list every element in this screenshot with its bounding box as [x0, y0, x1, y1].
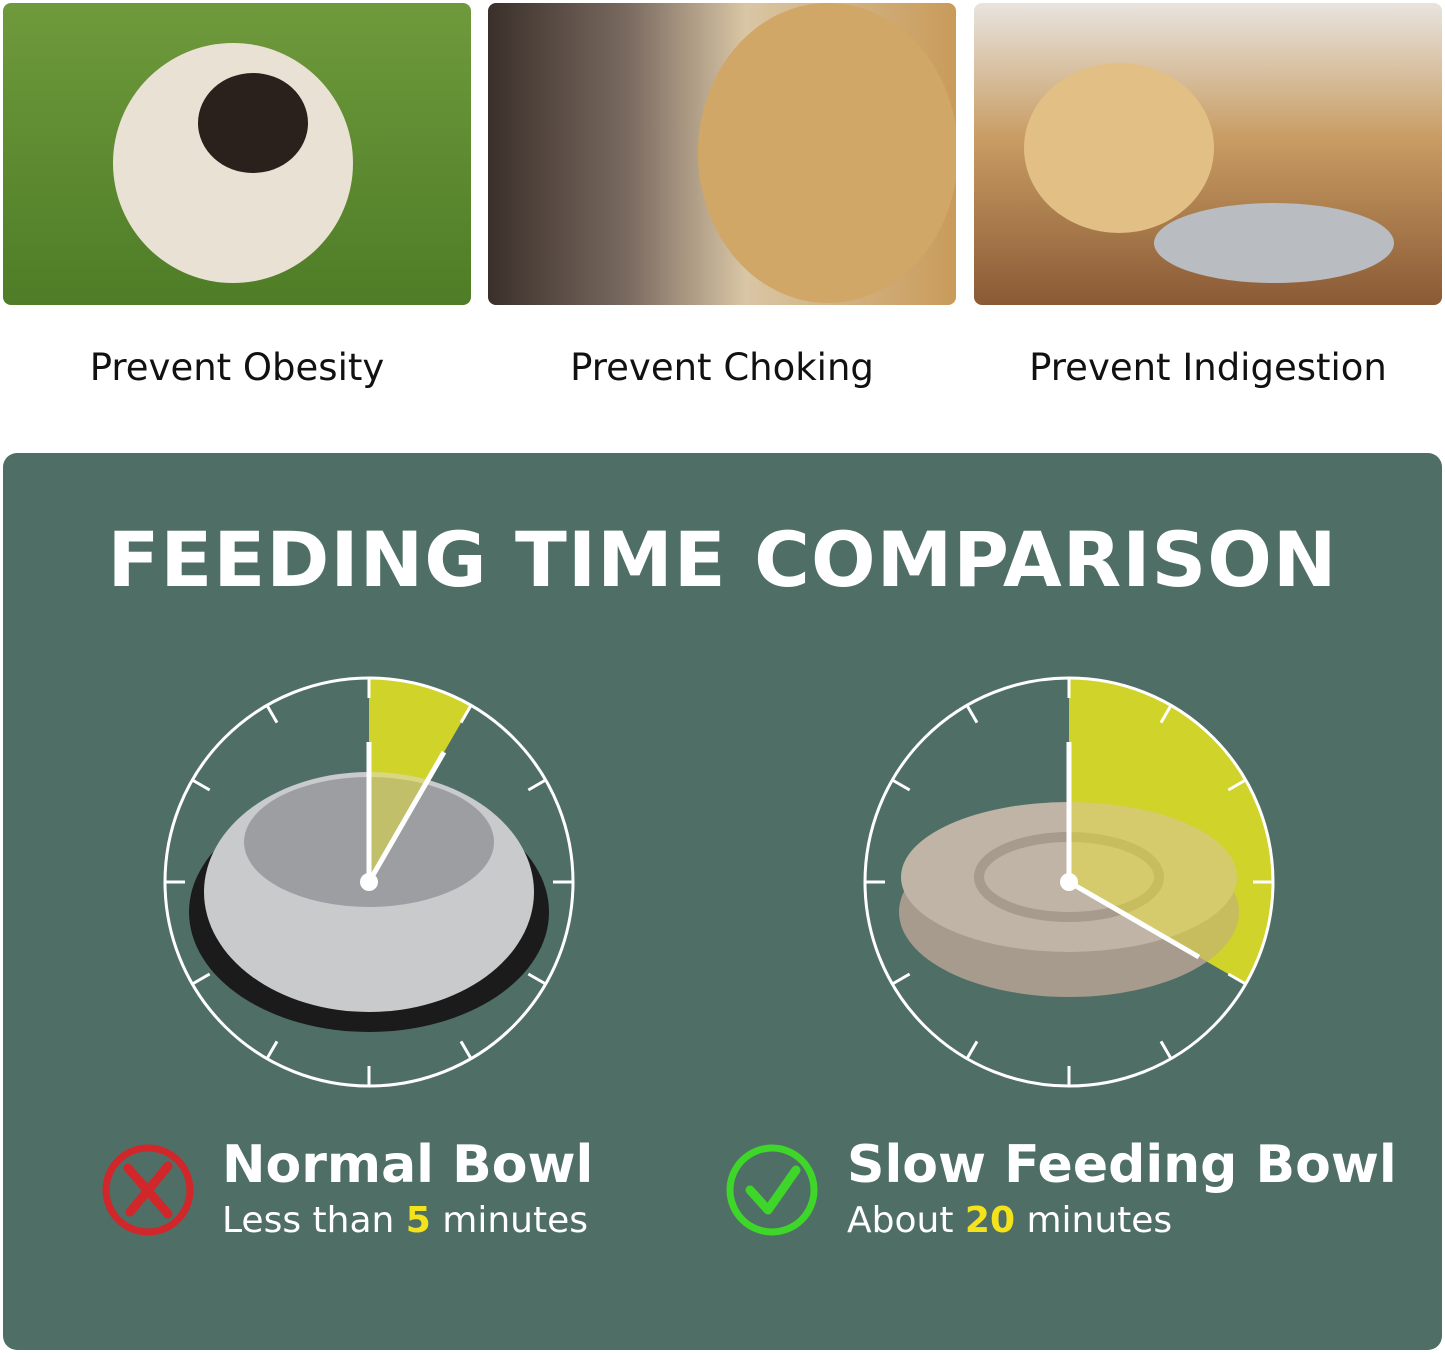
dial-tick: [527, 778, 547, 792]
time-prefix: Less than: [222, 1200, 406, 1241]
dial-tick: [891, 972, 911, 986]
pug-photo: [3, 3, 471, 305]
dial-tick: [1227, 972, 1247, 986]
check-circle-icon: [726, 1144, 818, 1236]
minute-hand-end: [366, 750, 447, 884]
dial-tick: [1159, 1040, 1173, 1060]
normal-bowl-name: Normal Bowl: [222, 1135, 594, 1195]
time-value: 20: [964, 1200, 1015, 1241]
lying-dog-photo: [974, 3, 1442, 305]
dog-mouth-check-photo: [488, 3, 956, 305]
x-circle-icon: [102, 1144, 194, 1236]
slow-bowl-dial: [863, 676, 1275, 1088]
dial-tick: [891, 778, 911, 792]
time-suffix: minutes: [430, 1200, 589, 1241]
caption-choking: Prevent Choking: [570, 346, 874, 389]
caption-obesity: Prevent Obesity: [89, 346, 385, 389]
dial-tick: [1159, 704, 1173, 724]
caption-indigestion: Prevent Indigestion: [1029, 346, 1387, 389]
normal-bowl-time: Less than 5 minutes: [222, 1195, 593, 1247]
dial-tick: [265, 704, 279, 724]
dial-tick: [265, 1040, 279, 1060]
dial-tick: [1227, 778, 1247, 792]
comparison-title: FEEDING TIME COMPARISON: [107, 515, 1338, 604]
time-prefix: About: [847, 1200, 965, 1241]
dial-tick: [965, 704, 979, 724]
time-value: 5: [405, 1200, 431, 1241]
dial-center: [1060, 873, 1078, 891]
slow-bowl-label: Slow Feeding Bowl About 20 minutes: [847, 1135, 1397, 1247]
time-suffix: minutes: [1015, 1200, 1173, 1241]
dial-center: [360, 873, 378, 891]
minute-hand-end: [1067, 879, 1201, 960]
dial-tick: [191, 778, 211, 792]
dial-tick: [965, 1040, 979, 1060]
time-wedge-overlay: [1069, 678, 1273, 984]
dial-tick: [459, 1040, 473, 1060]
slow-bowl-time: About 20 minutes: [847, 1195, 1397, 1247]
dial-tick: [459, 704, 473, 724]
normal-bowl-label: Normal Bowl Less than 5 minutes: [222, 1135, 593, 1247]
time-wedge-overlay: [369, 678, 471, 882]
dial-tick: [527, 972, 547, 986]
dial-tick: [191, 972, 211, 986]
slow-bowl-name: Slow Feeding Bowl: [847, 1135, 1397, 1195]
normal-bowl-dial: [163, 676, 575, 1088]
